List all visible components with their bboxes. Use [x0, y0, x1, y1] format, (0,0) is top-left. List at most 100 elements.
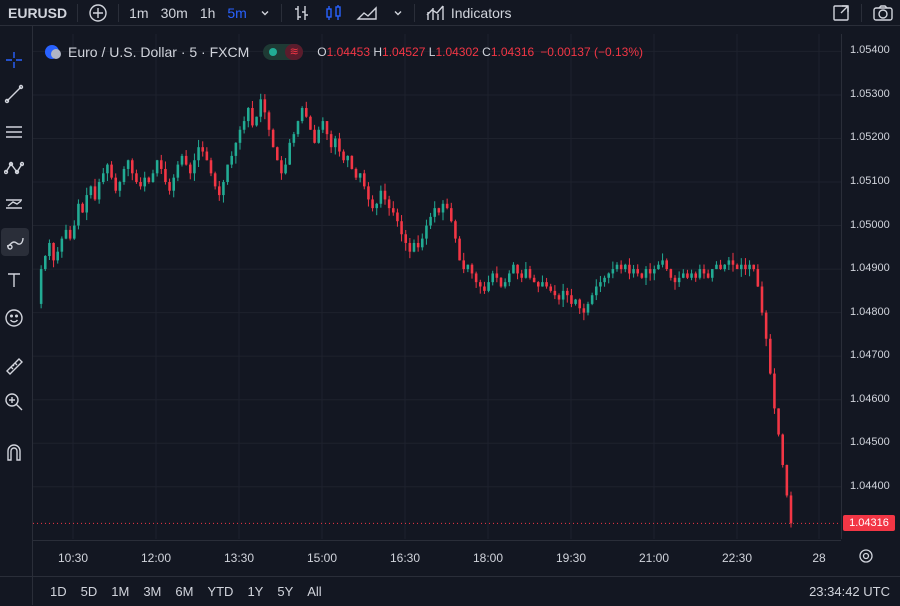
timeframe-30m[interactable]: 30m: [155, 0, 194, 25]
candle-body: [48, 242, 51, 257]
range-button-5y[interactable]: 5Y: [277, 584, 294, 599]
candle-body: [189, 164, 192, 174]
brush-tool[interactable]: [1, 228, 29, 256]
candle-body: [470, 264, 474, 274]
candle-body: [321, 121, 325, 130]
candle-body: [412, 242, 416, 252]
compare-button[interactable]: [82, 0, 114, 25]
timeframe-1m[interactable]: 1m: [123, 0, 154, 25]
candle-body: [599, 282, 602, 287]
range-button-1y[interactable]: 1Y: [247, 584, 264, 599]
candle-body: [553, 290, 557, 296]
candle-body: [740, 264, 743, 270]
measure-tool[interactable]: [0, 352, 28, 380]
forecast-tool[interactable]: [0, 190, 28, 218]
plus-circle-icon: [89, 3, 107, 22]
candle-body: [557, 295, 561, 300]
candle-body: [396, 212, 399, 222]
market-status-pill[interactable]: ≋: [263, 44, 304, 60]
area-style-button[interactable]: [350, 0, 386, 25]
range-button-1d[interactable]: 1D: [50, 584, 67, 599]
candle-body: [197, 147, 200, 161]
candle-body: [68, 229, 72, 239]
range-button-5d[interactable]: 5D: [80, 584, 98, 599]
area-chart-icon: [356, 5, 377, 20]
candle-body: [305, 108, 308, 117]
bar-style-button[interactable]: [286, 0, 318, 25]
candle-body: [379, 190, 383, 204]
candle-body: [334, 138, 337, 148]
horizontal-lines-tool[interactable]: [0, 118, 28, 146]
high-label: H: [373, 45, 383, 59]
candle-body: [640, 273, 644, 278]
timeframe-dropdown[interactable]: [253, 0, 277, 25]
timeframe-5m[interactable]: 5m: [221, 0, 252, 25]
candle-body: [495, 273, 499, 278]
candle-body: [607, 273, 610, 278]
candle-body: [39, 269, 43, 304]
time-tick-label: 10:30: [57, 551, 89, 565]
candle-body: [603, 277, 606, 283]
trend-line-tool[interactable]: [0, 80, 28, 108]
candle-body: [271, 129, 275, 148]
candle-body: [669, 269, 673, 278]
price-tick-label: 1.04900: [850, 262, 890, 275]
date-range-bar: 1D 5D 1M 3M 6M YTD 1Y 5Y All 23:34:42 UTC: [0, 576, 900, 606]
candle-body: [255, 116, 258, 126]
candle-body: [56, 251, 59, 261]
open-value: 1.04453: [326, 45, 370, 59]
range-button-3m[interactable]: 3M: [143, 584, 162, 599]
candle-body: [723, 264, 726, 270]
timeframe-1h[interactable]: 1h: [194, 0, 222, 25]
price-axis[interactable]: 1.05400 1.05300 1.05200 1.05100 1.05000 1.049…: [841, 34, 900, 539]
range-button-all[interactable]: All: [307, 584, 322, 599]
snapshot-button[interactable]: [866, 0, 900, 25]
candle-body: [686, 273, 689, 278]
candle-body: [719, 264, 722, 270]
pattern-tool[interactable]: [0, 154, 28, 182]
candle-body: [653, 269, 656, 274]
candle-body: [213, 173, 217, 187]
clock-label[interactable]: 23:34:42 UTC: [809, 584, 890, 599]
candle-body: [118, 182, 122, 191]
range-button-ytd[interactable]: YTD: [207, 584, 234, 599]
fullscreen-button[interactable]: [825, 0, 857, 25]
price-chart[interactable]: [33, 34, 841, 539]
candle-body: [727, 260, 731, 265]
price-tick-label: 1.05200: [850, 131, 890, 144]
candle-body: [358, 173, 362, 178]
range-button-6m[interactable]: 6M: [175, 584, 194, 599]
candle-body: [168, 182, 171, 191]
price-tick-label: 1.05300: [850, 87, 890, 100]
axis-settings-gear-icon[interactable]: [858, 548, 874, 564]
candle-body: [508, 273, 511, 283]
divider: [280, 3, 282, 22]
candle-body: [458, 238, 461, 261]
candles-style-button[interactable]: [318, 0, 350, 25]
candle-body: [744, 264, 747, 270]
chart-type-dropdown[interactable]: [386, 0, 410, 25]
text-tool[interactable]: [0, 266, 28, 294]
bars-icon: [294, 5, 308, 20]
candle-body: [155, 160, 159, 174]
chevron-down-icon: [261, 10, 269, 15]
range-button-1m[interactable]: 1M: [111, 584, 130, 599]
candle-body: [416, 242, 420, 248]
indicators-button[interactable]: Indicators: [419, 0, 518, 25]
candle-body: [259, 99, 262, 117]
candle-body: [657, 264, 660, 270]
candle-body: [209, 160, 213, 174]
time-axis[interactable]: 10:30 12:00 13:30 15:00 16:30 18:00 19:30 21:00…: [33, 540, 841, 575]
magnet-tool[interactable]: [0, 438, 28, 466]
candle-body: [760, 286, 764, 313]
candle-body: [371, 199, 374, 209]
crosshair-tool[interactable]: [0, 46, 28, 74]
zoom-tool[interactable]: [0, 388, 28, 416]
candle-body: [251, 108, 254, 126]
candle-body: [441, 203, 445, 213]
symbol-search-button[interactable]: EURUSD: [0, 0, 73, 25]
time-tick-label: 12:00: [140, 551, 172, 565]
ruler-icon: [6, 358, 23, 375]
candle-body: [537, 282, 540, 287]
emoji-tool[interactable]: [0, 304, 28, 332]
